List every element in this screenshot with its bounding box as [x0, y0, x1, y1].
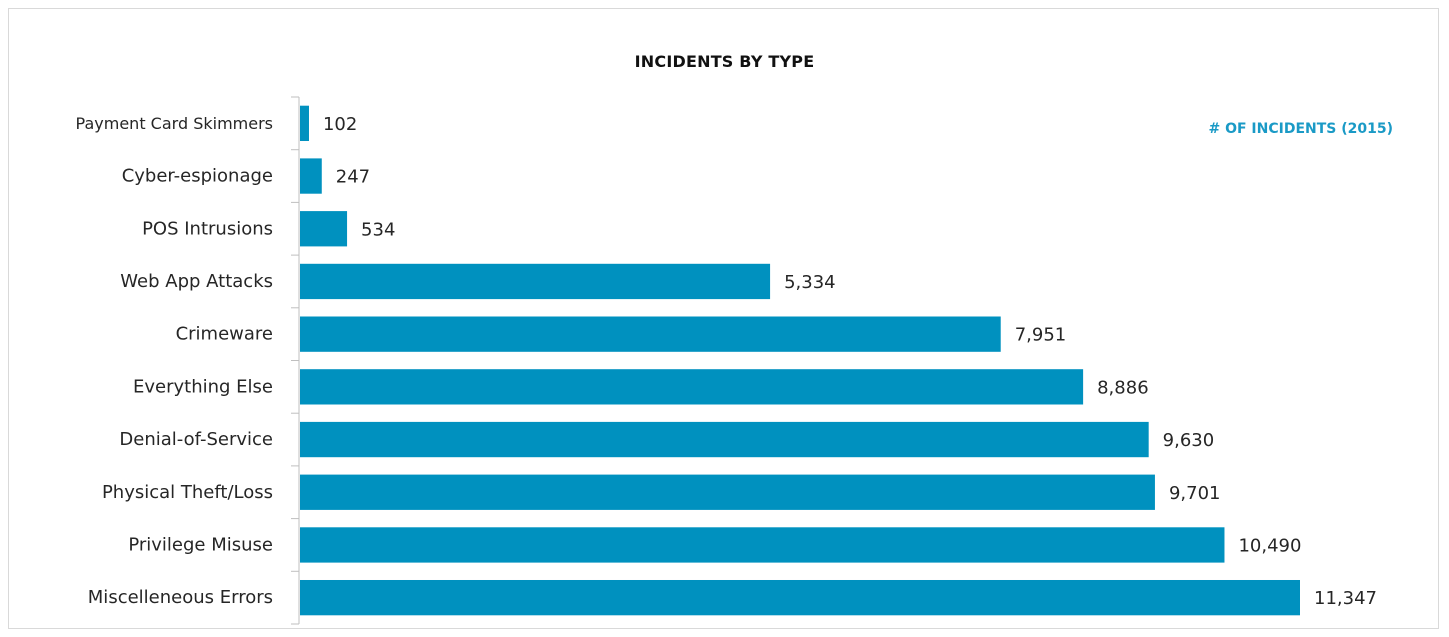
category-label: Everything Else — [133, 376, 273, 397]
bar — [300, 527, 1225, 563]
data-label: 10,490 — [1238, 535, 1301, 556]
category-label: Payment Card Skimmers — [76, 114, 273, 133]
category-label: Cyber-espionage — [122, 166, 273, 187]
bars-layer — [300, 105, 1300, 616]
data-label: 5,334 — [784, 272, 836, 293]
bar — [300, 158, 322, 194]
category-label: POS Intrusions — [142, 218, 273, 239]
labels-layer: Payment Card Skimmers 102 Cyber-espionage 2… — [76, 114, 1377, 609]
data-label: 247 — [336, 167, 370, 188]
data-label: 8,886 — [1097, 377, 1149, 398]
data-label: 9,701 — [1169, 483, 1221, 504]
data-label: 534 — [361, 219, 395, 240]
axis-layer — [291, 96, 300, 625]
bar — [300, 579, 1300, 616]
category-label: Miscelleneous Errors — [88, 587, 273, 608]
category-label: Privilege Misuse — [128, 534, 273, 555]
data-label: 102 — [323, 114, 357, 135]
category-label: Crimeware — [176, 324, 273, 345]
category-label: Web App Attacks — [120, 271, 273, 292]
bar — [300, 369, 1084, 405]
data-label: 9,630 — [1163, 430, 1215, 451]
bar — [300, 105, 309, 142]
bar — [300, 421, 1149, 458]
bar — [300, 211, 348, 247]
category-label: Physical Theft/Loss — [102, 482, 273, 503]
data-label: 11,347 — [1314, 588, 1377, 609]
chart-title: INCIDENTS BY TYPE — [634, 52, 815, 71]
category-label: Denial-of-Service — [119, 429, 273, 450]
bar — [300, 316, 1001, 352]
legend-series-label: # OF INCIDENTS (2015) — [1208, 121, 1393, 137]
data-label: 7,951 — [1015, 325, 1067, 346]
bar — [300, 474, 1155, 510]
bar — [300, 263, 771, 300]
